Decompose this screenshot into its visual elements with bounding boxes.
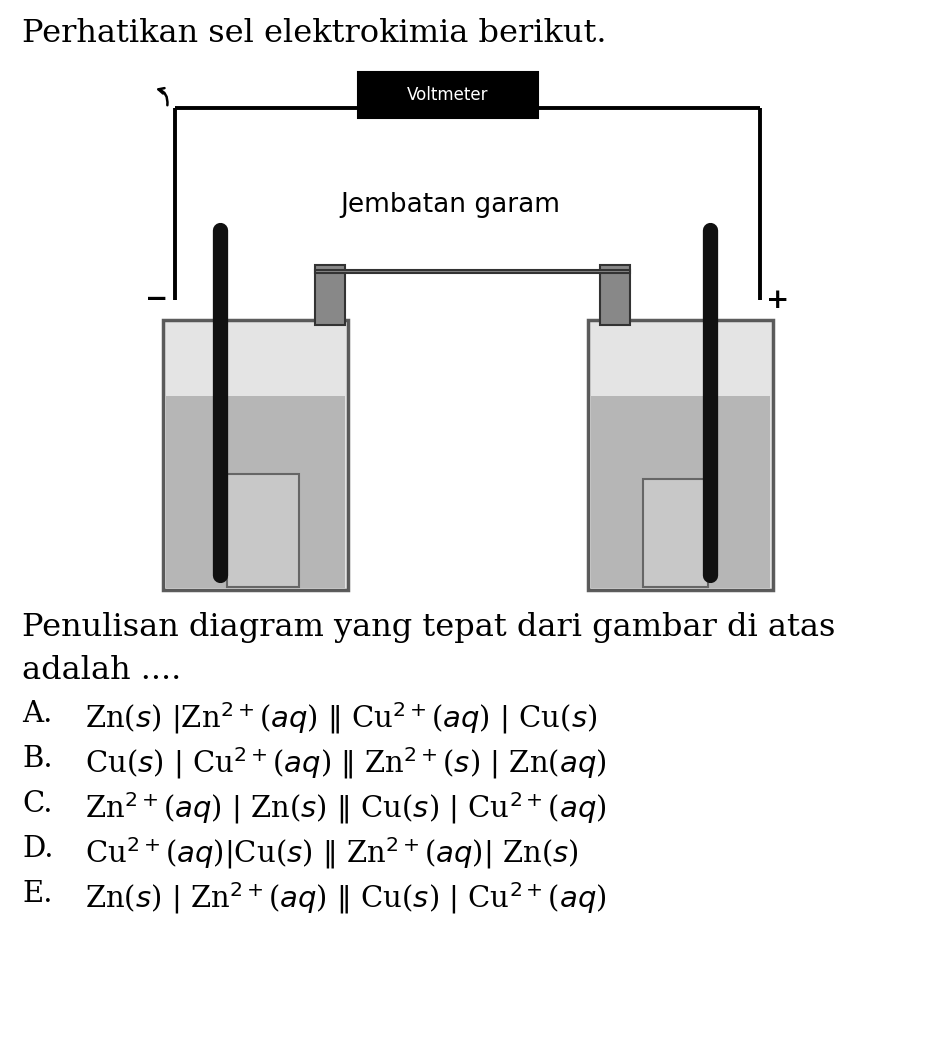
Text: Cu($s$) $|$ Cu$^{2+}$($aq$) $\|$ Zn$^{2+}$($s$) $|$ Zn($aq$): Cu($s$) $|$ Cu$^{2+}$($aq$) $\|$ Zn$^{2+… <box>85 745 605 781</box>
Text: −: − <box>146 286 169 313</box>
Text: Perhatikan sel elektrokimia berikut.: Perhatikan sel elektrokimia berikut. <box>22 18 605 49</box>
FancyBboxPatch shape <box>587 320 772 590</box>
Text: Jembatan garam: Jembatan garam <box>340 192 560 218</box>
FancyBboxPatch shape <box>315 265 345 325</box>
Text: A.: A. <box>22 700 52 728</box>
Text: Cu$^{2+}$($aq$)$|$Cu($s$) $\|$ Zn$^{2+}$($aq$)$|$ Zn($s$): Cu$^{2+}$($aq$)$|$Cu($s$) $\|$ Zn$^{2+}$… <box>85 835 578 871</box>
Text: Zn($s$) $|$Zn$^{2+}$($aq$) $\|$ Cu$^{2+}$($aq$) $|$ Cu($s$): Zn($s$) $|$Zn$^{2+}$($aq$) $\|$ Cu$^{2+}… <box>85 700 597 736</box>
Text: Zn$^{2+}$($aq$) $|$ Zn($s$) $\|$ Cu($s$) $|$ Cu$^{2+}$($aq$): Zn$^{2+}$($aq$) $|$ Zn($s$) $\|$ Cu($s$)… <box>85 790 605 826</box>
FancyBboxPatch shape <box>163 320 347 590</box>
Text: Zn($s$) $|$ Zn$^{2+}$($aq$) $\|$ Cu($s$) $|$ Cu$^{2+}$($aq$): Zn($s$) $|$ Zn$^{2+}$($aq$) $\|$ Cu($s$)… <box>85 880 605 916</box>
FancyBboxPatch shape <box>166 396 345 588</box>
Text: C.: C. <box>22 790 52 818</box>
FancyBboxPatch shape <box>600 265 629 325</box>
Text: Voltmeter: Voltmeter <box>407 86 488 104</box>
Text: B.: B. <box>22 745 52 773</box>
Text: +: + <box>765 286 789 313</box>
FancyBboxPatch shape <box>643 479 707 587</box>
FancyBboxPatch shape <box>358 72 538 118</box>
Text: D.: D. <box>22 835 53 863</box>
Text: Penulisan diagram yang tepat dari gambar di atas: Penulisan diagram yang tepat dari gambar… <box>22 612 835 643</box>
Text: adalah ....: adalah .... <box>22 655 181 686</box>
FancyBboxPatch shape <box>590 396 769 588</box>
FancyBboxPatch shape <box>315 270 629 273</box>
Text: E.: E. <box>22 880 52 908</box>
FancyBboxPatch shape <box>227 474 299 587</box>
